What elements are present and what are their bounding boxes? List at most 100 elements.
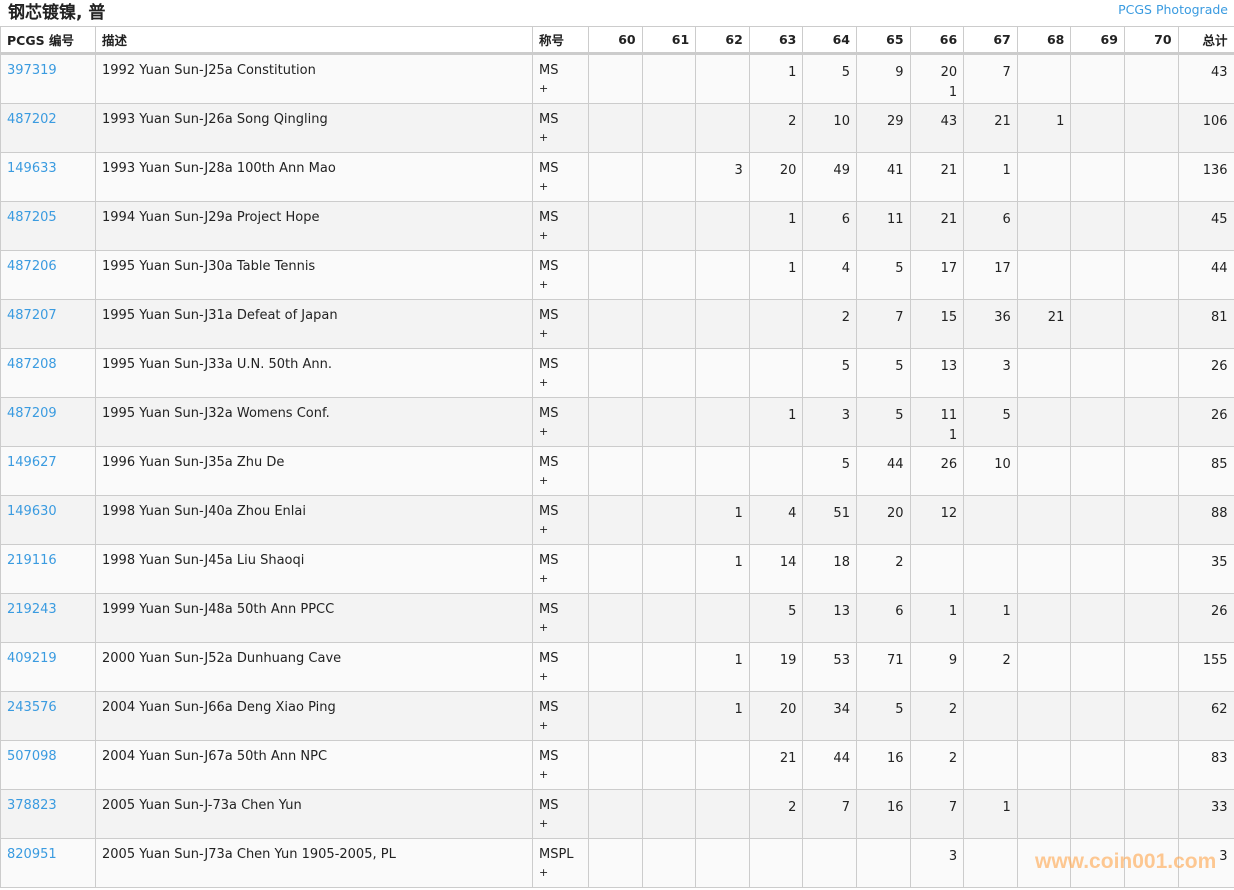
grade-70-count — [1123, 397, 1179, 447]
grade-69-count — [1070, 53, 1125, 104]
grade-65-count: 5 — [855, 250, 911, 300]
pcgs-number-link[interactable]: 149627 — [7, 455, 57, 470]
grade-63-count — [748, 299, 804, 349]
pcgs-number-link[interactable]: 409219 — [7, 651, 57, 666]
grade-68-count: 21 — [1016, 299, 1072, 349]
pcgs-number-link[interactable]: 149633 — [7, 161, 57, 176]
grade-65-count: 16 — [855, 740, 911, 790]
pcgs-number-link[interactable]: 487202 — [7, 112, 57, 127]
table-row: 397319 1992 Yuan Sun-J25a Constitution M… — [0, 53, 1234, 104]
grade-70-count — [1123, 152, 1179, 202]
designation-cell: MS + — [532, 152, 589, 202]
grade-61-count — [641, 201, 697, 251]
header-grade-60: 60 — [588, 26, 643, 55]
designation-cell: MS + — [532, 544, 589, 594]
pcgs-number-link[interactable]: 219116 — [7, 553, 57, 568]
grade-69-count — [1070, 544, 1125, 594]
grade-61-count — [641, 838, 697, 888]
description-cell: 1995 Yuan Sun-J33a U.N. 50th Ann. — [95, 348, 533, 398]
grade-61-count — [641, 348, 697, 398]
pcgs-photograde-link[interactable]: PCGS Photograde — [1118, 2, 1228, 17]
grade-66-count: 1 — [909, 593, 965, 643]
pcgs-number-link[interactable]: 487209 — [7, 406, 57, 421]
grade-61-count — [641, 397, 697, 447]
grade-60-count — [588, 299, 643, 349]
pcgs-number-link[interactable]: 487205 — [7, 210, 57, 225]
header-grade-65: 65 — [855, 26, 911, 55]
pcgs-number-link[interactable]: 243576 — [7, 700, 57, 715]
plus-designation: + — [539, 768, 549, 781]
header-grade-64: 64 — [802, 26, 857, 55]
grade-61-count — [641, 789, 697, 839]
designation: MS — [539, 602, 559, 617]
grade-60-count — [588, 495, 643, 545]
grade-61-count — [641, 740, 697, 790]
grade-65-count: 71 — [855, 642, 911, 692]
grade-64-count: 6 — [802, 201, 857, 251]
grade-62-count — [695, 789, 750, 839]
grade-61-count — [641, 299, 697, 349]
pcgs-number-link[interactable]: 487207 — [7, 308, 57, 323]
grade-66-count: 2 — [909, 740, 965, 790]
designation-cell: MS + — [532, 593, 589, 643]
grade-65-count: 5 — [855, 348, 911, 398]
header-total: 总计 — [1177, 26, 1234, 55]
grade-66-count: 17 — [909, 250, 965, 300]
grade-69-count — [1070, 103, 1125, 153]
pcgs-number-link[interactable]: 487206 — [7, 259, 57, 274]
pcgs-number-link[interactable]: 149630 — [7, 504, 57, 519]
designation-cell: MS + — [532, 789, 589, 839]
grade-60-count — [588, 544, 643, 594]
grade-63-count: 20 — [748, 152, 804, 202]
grade-66-count: 2 — [909, 691, 965, 741]
total-count: 136 — [1177, 152, 1234, 202]
pcgs-number-link[interactable]: 397319 — [7, 63, 57, 78]
table-row: 487206 1995 Yuan Sun-J30a Table Tennis M… — [0, 250, 1234, 300]
grade-68-count — [1016, 691, 1072, 741]
plus-designation: + — [539, 425, 549, 438]
pcgs-cell: 820951 — [0, 838, 96, 888]
table-row: 487209 1995 Yuan Sun-J32a Womens Conf. M… — [0, 397, 1234, 447]
plus-designation: + — [539, 327, 549, 340]
designation-cell: MS + — [532, 397, 589, 447]
designation-cell: MS + — [532, 740, 589, 790]
grade-62-count — [695, 53, 750, 104]
plus-designation: + — [539, 719, 549, 732]
designation: MS — [539, 63, 559, 78]
description-cell: 2004 Yuan Sun-J67a 50th Ann NPC — [95, 740, 533, 790]
pcgs-cell: 487207 — [0, 299, 96, 349]
pcgs-cell: 149630 — [0, 495, 96, 545]
grade-70-count — [1123, 299, 1179, 349]
pcgs-number-link[interactable]: 219243 — [7, 602, 57, 617]
plus-designation: + — [539, 621, 549, 634]
grade-62-count — [695, 397, 750, 447]
pcgs-number-link[interactable]: 487208 — [7, 357, 57, 372]
grade-67-count — [963, 691, 1018, 741]
designation-cell: MS + — [532, 201, 589, 251]
grade-67-count — [963, 544, 1018, 594]
pcgs-number-link[interactable]: 378823 — [7, 798, 57, 813]
grade-61-count — [641, 152, 697, 202]
grade-68-count: 1 — [1016, 103, 1072, 153]
grade-64-count: 4 — [802, 250, 857, 300]
description-cell: 2005 Yuan Sun-J-73a Chen Yun — [95, 789, 533, 839]
pcgs-number-link[interactable]: 507098 — [7, 749, 57, 764]
grade-64-count: 5 — [802, 53, 857, 104]
grade-61-count — [641, 544, 697, 594]
grade-70-count — [1123, 446, 1179, 496]
plus-designation: + — [539, 376, 549, 389]
grade-68-count — [1016, 446, 1072, 496]
grade-66-count: 9 — [909, 642, 965, 692]
grade-70-count — [1123, 348, 1179, 398]
description-cell: 1993 Yuan Sun-J28a 100th Ann Mao — [95, 152, 533, 202]
pcgs-cell: 487209 — [0, 397, 96, 447]
grade-62-count — [695, 103, 750, 153]
designation-cell: MS + — [532, 53, 589, 104]
plus-designation: + — [539, 82, 549, 95]
pcgs-number-link[interactable]: 820951 — [7, 847, 57, 862]
designation-cell: MS + — [532, 495, 589, 545]
grade-68-count — [1016, 152, 1072, 202]
grade-62-count — [695, 593, 750, 643]
grade-60-count — [588, 103, 643, 153]
total-count: 26 — [1177, 593, 1234, 643]
